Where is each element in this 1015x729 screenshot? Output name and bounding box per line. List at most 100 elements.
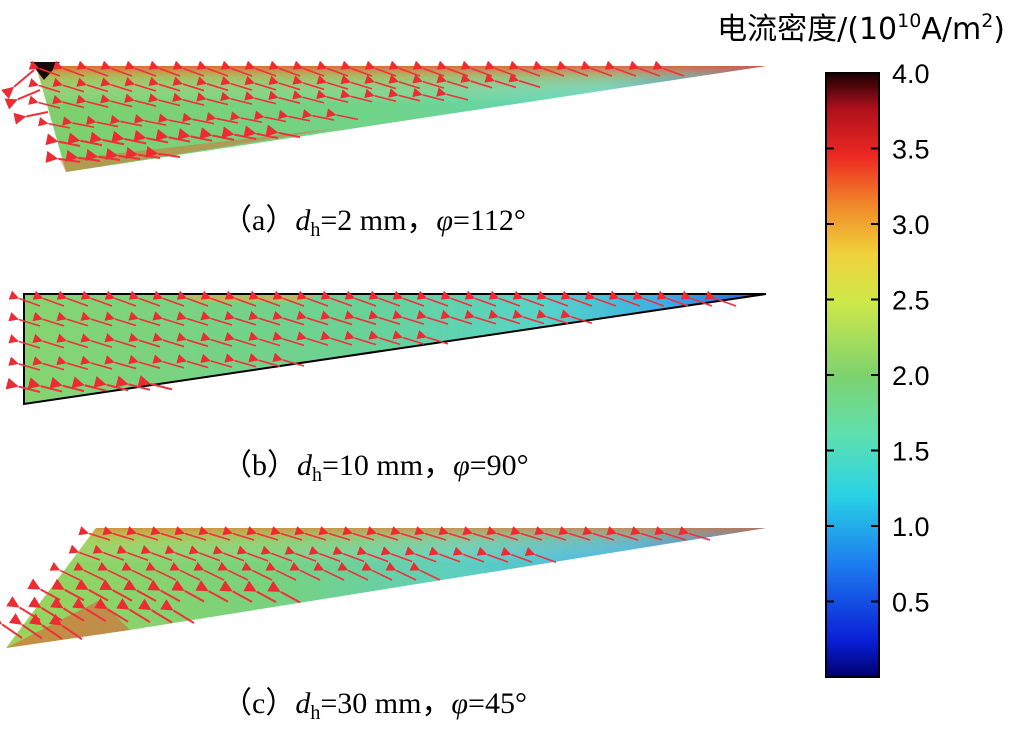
current-arrow bbox=[160, 599, 195, 624]
current-arrow bbox=[138, 598, 173, 624]
current-arrow bbox=[342, 526, 375, 541]
current-arrow bbox=[224, 290, 257, 307]
current-arrow bbox=[217, 561, 249, 581]
current-arrow bbox=[416, 310, 449, 325]
current-arrow bbox=[244, 75, 277, 91]
current-arrow bbox=[68, 544, 101, 561]
current-arrow bbox=[38, 117, 71, 129]
current-arrow bbox=[284, 545, 317, 562]
current-arrow bbox=[632, 290, 665, 307]
panel-a bbox=[1, 60, 766, 172]
current-arrow bbox=[56, 333, 89, 349]
panel-b-current-arrows bbox=[5, 290, 737, 393]
colorbar-tick-label: 2.5 bbox=[892, 286, 930, 316]
current-arrow bbox=[176, 354, 209, 369]
current-arrow bbox=[97, 561, 129, 581]
current-arrow bbox=[219, 580, 253, 603]
current-arrow bbox=[584, 290, 617, 307]
current-arrow bbox=[390, 526, 423, 541]
current-arrow bbox=[316, 60, 349, 77]
current-arrow bbox=[176, 311, 209, 326]
current-arrow bbox=[236, 545, 269, 562]
current-arrow bbox=[292, 90, 325, 104]
current-arrow bbox=[416, 290, 449, 307]
current-arrow bbox=[92, 544, 125, 561]
current-arrow bbox=[100, 77, 133, 93]
current-arrow bbox=[28, 613, 63, 640]
colorbar-tick-label: 2.0 bbox=[892, 361, 930, 391]
colorbar-title: 电流密度/(1010A/m2) bbox=[717, 10, 1005, 47]
current-arrow bbox=[152, 354, 185, 369]
current-arrow bbox=[140, 545, 173, 562]
current-arrow bbox=[224, 331, 257, 347]
current-arrow bbox=[230, 111, 263, 124]
current-arrow bbox=[78, 526, 111, 541]
current-arrow bbox=[320, 290, 353, 307]
current-arrow bbox=[296, 290, 329, 307]
current-arrow bbox=[32, 333, 65, 349]
current-arrow bbox=[8, 356, 41, 371]
current-arrow bbox=[52, 95, 85, 109]
current-arrow bbox=[100, 94, 133, 108]
current-arrow bbox=[272, 331, 305, 347]
current-arrow bbox=[385, 561, 417, 581]
current-arrow bbox=[128, 290, 161, 307]
current-arrow bbox=[121, 561, 153, 581]
current-arrow bbox=[510, 526, 543, 541]
current-arrow bbox=[196, 60, 229, 77]
panel-a-current-arrows bbox=[1, 60, 685, 163]
current-arrow bbox=[50, 596, 85, 622]
current-arrow bbox=[512, 309, 545, 325]
current-arrow bbox=[8, 312, 41, 327]
current-arrow bbox=[440, 290, 473, 307]
current-arrow bbox=[176, 332, 209, 348]
caption-a: （a）dh=2 mm，φ=112° bbox=[222, 204, 526, 241]
current-arrow bbox=[32, 290, 65, 307]
current-arrow bbox=[652, 60, 685, 77]
current-arrow bbox=[484, 73, 517, 89]
current-arrow bbox=[56, 355, 89, 371]
current-arrow bbox=[172, 60, 205, 77]
current-arrow bbox=[28, 78, 61, 93]
current-arrow bbox=[171, 579, 205, 603]
colorbar-tick-label: 0.5 bbox=[892, 588, 930, 618]
current-arrow bbox=[86, 115, 119, 128]
current-arrow bbox=[340, 89, 373, 103]
current-arrow bbox=[48, 613, 83, 641]
current-arrow bbox=[246, 526, 279, 541]
current-arrow bbox=[608, 290, 641, 307]
colorbar-ticks: 4.0 3.5 3.0 2.5 2.0 1.5 1.0 0.5 bbox=[826, 59, 930, 618]
current-arrow bbox=[8, 613, 43, 640]
current-arrow bbox=[320, 310, 353, 326]
current-arrow bbox=[52, 60, 85, 77]
current-arrow bbox=[152, 332, 185, 348]
current-arrow bbox=[128, 311, 161, 327]
current-arrow bbox=[436, 73, 469, 89]
current-arrow bbox=[296, 331, 329, 346]
current-arrow bbox=[224, 353, 257, 368]
current-arrow bbox=[145, 145, 181, 158]
current-arrow bbox=[656, 290, 689, 307]
current-arrow bbox=[220, 76, 253, 91]
current-arrow bbox=[260, 545, 293, 562]
caption-b: （b）dh=10 mm，φ=90° bbox=[222, 449, 529, 486]
current-arrow bbox=[200, 311, 233, 326]
panel-c-field-hot bbox=[6, 528, 766, 648]
current-arrow bbox=[604, 60, 637, 77]
current-arrow bbox=[49, 376, 85, 393]
colorbar-tick-label: 1.5 bbox=[892, 437, 930, 467]
current-arrow bbox=[508, 73, 541, 88]
current-arrow bbox=[368, 310, 401, 325]
current-arrow bbox=[678, 526, 711, 541]
current-arrow bbox=[172, 92, 205, 106]
current-arrow bbox=[364, 74, 397, 90]
current-arrow bbox=[71, 376, 107, 392]
current-arrow bbox=[172, 76, 205, 92]
current-arrow bbox=[116, 544, 149, 561]
current-arrow bbox=[100, 60, 133, 77]
current-arrow bbox=[174, 526, 207, 541]
current-arrow bbox=[452, 546, 485, 563]
current-arrow bbox=[560, 290, 593, 307]
current-arrow bbox=[248, 353, 281, 368]
current-arrow bbox=[416, 329, 449, 345]
